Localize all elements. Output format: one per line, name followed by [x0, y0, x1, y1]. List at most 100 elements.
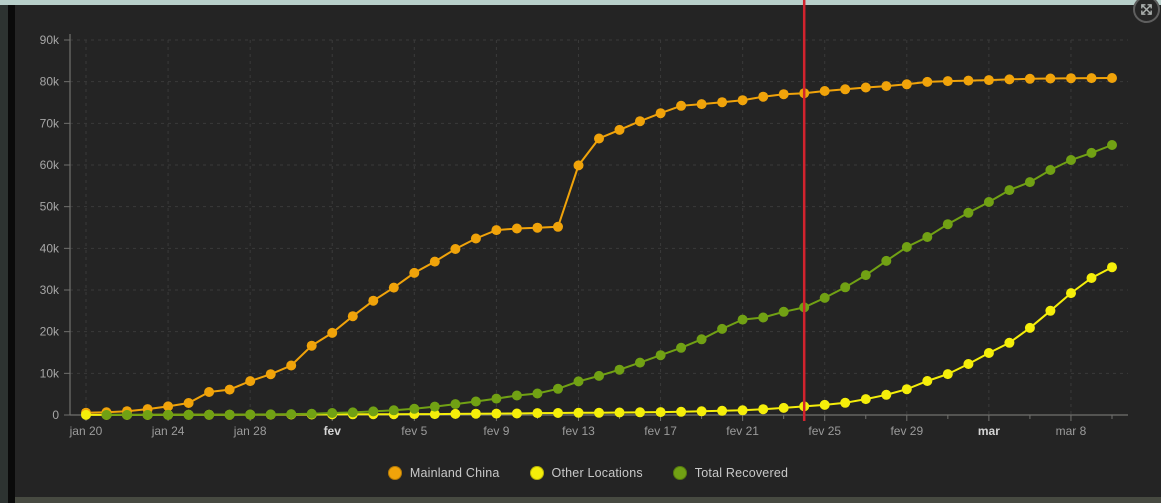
data-point[interactable] — [614, 124, 625, 135]
data-point[interactable] — [553, 408, 563, 418]
data-point[interactable] — [594, 133, 604, 144]
data-point[interactable] — [717, 405, 728, 416]
data-point[interactable] — [265, 409, 276, 420]
data-point[interactable] — [532, 408, 543, 419]
data-point[interactable] — [983, 348, 994, 358]
data-point[interactable] — [983, 75, 994, 86]
data-point[interactable] — [1024, 322, 1035, 333]
data-point[interactable] — [635, 116, 645, 127]
data-point[interactable] — [860, 270, 871, 281]
data-point[interactable] — [881, 389, 892, 400]
data-point[interactable] — [163, 401, 174, 412]
data-point[interactable] — [204, 387, 215, 397]
data-point[interactable] — [429, 401, 440, 412]
data-point[interactable] — [1004, 74, 1015, 85]
data-point[interactable] — [717, 323, 728, 334]
data-point[interactable] — [491, 408, 502, 419]
data-point[interactable] — [553, 383, 563, 394]
data-point[interactable] — [922, 376, 933, 386]
data-point[interactable] — [245, 409, 256, 420]
data-point[interactable] — [922, 76, 933, 87]
data-point[interactable] — [491, 393, 502, 404]
data-point[interactable] — [840, 282, 851, 293]
data-point[interactable] — [696, 334, 707, 345]
data-point[interactable] — [758, 404, 769, 415]
data-point[interactable] — [573, 407, 584, 418]
data-point[interactable] — [942, 369, 953, 380]
data-point[interactable] — [737, 95, 748, 106]
data-point[interactable] — [901, 384, 912, 395]
data-point[interactable] — [286, 409, 297, 420]
data-point[interactable] — [470, 233, 481, 244]
data-point[interactable] — [778, 402, 789, 413]
data-point[interactable] — [655, 108, 666, 119]
data-point[interactable] — [1066, 155, 1076, 165]
data-point[interactable] — [983, 197, 994, 207]
data-point[interactable] — [245, 376, 256, 387]
data-point[interactable] — [758, 312, 769, 323]
data-point[interactable] — [1107, 262, 1117, 273]
data-point[interactable] — [573, 376, 584, 387]
data-point[interactable] — [840, 397, 851, 408]
data-point[interactable] — [1086, 73, 1097, 84]
data-point[interactable] — [819, 399, 830, 410]
data-point[interactable] — [942, 219, 953, 230]
data-point[interactable] — [306, 408, 317, 419]
data-point[interactable] — [511, 223, 522, 234]
data-point[interactable] — [306, 340, 317, 351]
data-point[interactable] — [81, 409, 91, 420]
data-point[interactable] — [409, 267, 420, 278]
data-point[interactable] — [881, 255, 892, 266]
data-point[interactable] — [778, 306, 789, 317]
data-point[interactable] — [286, 360, 297, 371]
data-point[interactable] — [450, 244, 461, 254]
data-point[interactable] — [1045, 165, 1056, 175]
expand-button[interactable] — [1133, 0, 1160, 23]
data-point[interactable] — [963, 75, 974, 86]
data-point[interactable] — [635, 357, 645, 368]
data-point[interactable] — [101, 409, 112, 420]
data-point[interactable] — [409, 403, 420, 414]
data-point[interactable] — [696, 406, 707, 417]
data-point[interactable] — [368, 406, 379, 417]
data-point[interactable] — [388, 282, 399, 293]
data-point[interactable] — [901, 79, 912, 90]
data-point[interactable] — [963, 207, 974, 218]
data-point[interactable] — [183, 409, 194, 420]
data-point[interactable] — [470, 396, 481, 407]
data-point[interactable] — [737, 405, 748, 416]
data-point[interactable] — [1024, 73, 1035, 84]
data-point[interactable] — [511, 390, 522, 401]
data-point[interactable] — [1066, 288, 1076, 299]
data-point[interactable] — [1107, 73, 1117, 83]
data-point[interactable] — [450, 399, 461, 410]
data-point[interactable] — [224, 409, 235, 420]
data-point[interactable] — [963, 359, 974, 369]
data-point[interactable] — [450, 408, 461, 419]
data-point[interactable] — [1045, 305, 1056, 316]
data-point[interactable] — [470, 408, 481, 419]
data-point[interactable] — [183, 398, 194, 408]
data-point[interactable] — [142, 409, 153, 420]
data-point[interactable] — [942, 76, 953, 87]
data-point[interactable] — [1004, 337, 1015, 348]
data-point[interactable] — [901, 242, 912, 252]
data-point[interactable] — [717, 97, 728, 108]
data-point[interactable] — [1107, 140, 1117, 150]
data-point[interactable] — [347, 407, 358, 418]
data-point[interactable] — [840, 84, 851, 95]
data-point[interactable] — [1086, 147, 1097, 158]
data-point[interactable] — [429, 256, 440, 267]
data-point[interactable] — [676, 342, 687, 353]
data-point[interactable] — [1004, 185, 1015, 196]
legend-item-mainland-china[interactable]: Mainland China — [387, 466, 500, 480]
data-point[interactable] — [922, 232, 933, 242]
data-point[interactable] — [491, 225, 502, 236]
data-point[interactable] — [532, 388, 543, 399]
legend-item-total-recovered[interactable]: Total Recovered — [672, 466, 788, 480]
data-point[interactable] — [204, 409, 215, 420]
data-point[interactable] — [819, 292, 830, 303]
data-point[interactable] — [1024, 177, 1035, 188]
data-point[interactable] — [553, 221, 563, 232]
data-point[interactable] — [655, 350, 666, 361]
